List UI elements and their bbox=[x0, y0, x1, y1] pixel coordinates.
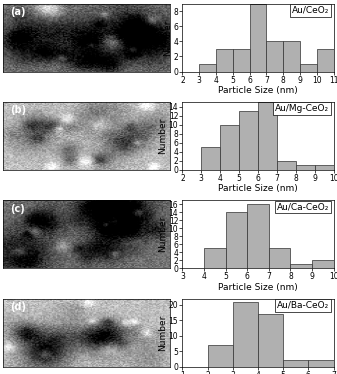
Text: Au/Ca-CeO₂: Au/Ca-CeO₂ bbox=[277, 202, 329, 211]
Text: Au/Ba-CeO₂: Au/Ba-CeO₂ bbox=[277, 301, 329, 310]
Bar bbox=[208, 345, 233, 367]
Bar bbox=[269, 248, 290, 268]
Bar bbox=[283, 361, 308, 367]
X-axis label: Particle Size (nm): Particle Size (nm) bbox=[218, 86, 298, 95]
Text: Au/CeO₂: Au/CeO₂ bbox=[292, 6, 329, 15]
Bar bbox=[267, 42, 283, 71]
Y-axis label: Number: Number bbox=[163, 19, 172, 56]
Bar bbox=[290, 264, 312, 268]
Text: (a): (a) bbox=[10, 7, 26, 17]
Bar bbox=[283, 42, 300, 71]
X-axis label: Particle Size (nm): Particle Size (nm) bbox=[218, 283, 298, 292]
Bar bbox=[308, 361, 334, 367]
Bar bbox=[216, 49, 233, 71]
Bar bbox=[317, 49, 334, 71]
Bar bbox=[233, 49, 250, 71]
Bar bbox=[220, 125, 239, 170]
Bar bbox=[233, 302, 258, 367]
Bar bbox=[201, 147, 220, 170]
Text: (b): (b) bbox=[10, 105, 26, 116]
Bar bbox=[239, 111, 258, 170]
Bar bbox=[315, 165, 334, 170]
Y-axis label: Number: Number bbox=[158, 315, 167, 351]
Bar bbox=[225, 212, 247, 268]
Bar bbox=[277, 161, 296, 170]
Bar bbox=[199, 64, 216, 71]
Text: Au/Mg-CeO₂: Au/Mg-CeO₂ bbox=[275, 104, 329, 113]
Bar bbox=[300, 64, 317, 71]
Text: (d): (d) bbox=[10, 302, 26, 312]
Y-axis label: Number: Number bbox=[158, 216, 167, 252]
Y-axis label: Number: Number bbox=[158, 118, 167, 154]
Bar bbox=[312, 260, 334, 268]
Bar bbox=[204, 248, 225, 268]
Bar bbox=[296, 165, 315, 170]
Bar bbox=[258, 102, 277, 170]
Bar bbox=[258, 314, 283, 367]
Bar bbox=[247, 204, 269, 268]
Bar bbox=[250, 4, 267, 71]
X-axis label: Particle Size (nm): Particle Size (nm) bbox=[218, 184, 298, 193]
Text: (c): (c) bbox=[10, 204, 25, 214]
